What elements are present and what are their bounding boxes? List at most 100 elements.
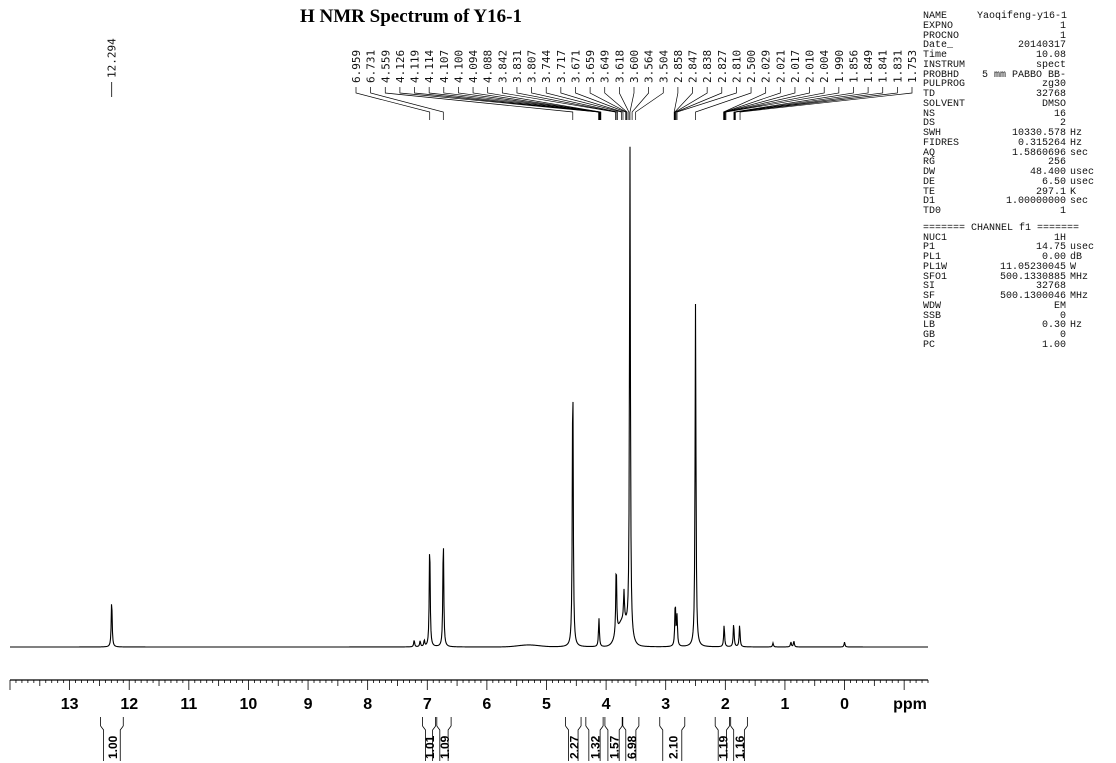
param-value: 1.5860696 [1011,147,1066,159]
peak-label-leader [675,87,708,120]
peak-label: 2.847 [687,50,700,83]
x-tick-label: 1 [780,696,789,713]
param-row: Time 10.08 [923,51,1116,61]
integral-value: 1.16 [733,735,747,759]
peak-label-leader [725,87,840,120]
peak-label-leader [458,87,601,120]
integral-bracket [565,725,582,761]
param-row: PL1 0.00 dB [923,253,1116,263]
integral-value: 2.10 [666,735,680,759]
param-value: 1.00000000 [1005,196,1066,208]
peak-label-leader [619,87,630,120]
param-key: PROBHD [923,69,960,81]
param-value: 256 [1047,157,1066,169]
channel-header: ======= CHANNEL f1 ======= [923,222,1080,234]
peak-label-leader [589,87,627,120]
param-value: 14.75 [1035,242,1066,254]
param-key: SFO1 [923,271,948,283]
param-row: PROBHD 5 mm PABBO BB- [923,69,1116,81]
peak-label: 2.021 [774,50,787,83]
x-tick-label: 12 [120,696,138,713]
param-value: 1 [1059,206,1066,217]
peak-label: 6.959 [350,50,363,83]
param-key: INSTRUM [923,59,966,71]
x-tick-label: 8 [363,696,372,713]
peak-label-leader [629,87,635,120]
x-tick-label: 5 [542,696,551,713]
parameters-channel-block: NUC1 1H P1 14.75 usec PL1 0.00 dB PL1W 11.0523004… [923,233,1116,351]
param-key: AQ [923,147,936,159]
param-unit: usec [1070,167,1095,178]
param-value: 6.50 [1041,176,1066,188]
param-value: 16 [1053,108,1066,120]
param-row: PL1W 11.05230045 W [923,262,1116,273]
param-key: EXPNO [923,20,954,32]
param-row: SFO1 500.1330885 MHz [923,271,1116,283]
param-key: NAME [923,11,948,22]
param-unit: K [1070,186,1077,198]
peak-label-leader [545,87,622,120]
param-key: WDW [923,300,942,312]
x-tick-label: 2 [721,696,730,713]
param-value: 0.315264 [1017,137,1066,149]
param-row: GB 0 [923,331,1116,341]
peak-label-leader [631,87,649,120]
peak-label-leader [723,87,781,120]
param-row: SF 500.1300046 MHz [923,292,1116,302]
param-key: DS [923,118,936,130]
param-value: 297.1 [1035,186,1066,198]
param-unit: Hz [1070,137,1083,149]
parameters-top-block: NAME Yaoqifeng-y16-1 EXPNO 1 PROCNO 1 Date_ 201… [923,12,1116,217]
integral-value: 1.01 [423,735,437,759]
integral-bracket [585,717,604,726]
peak-label: 4.119 [409,50,422,83]
peak-label-leader [384,87,574,120]
peak-label-leader [739,87,913,120]
param-row: NS 16 [923,108,1116,120]
param-key: RG [923,157,936,169]
peak-label-leader [604,87,628,120]
integral-value: 1.09 [438,735,452,759]
peak-label: 3.649 [599,50,612,83]
integral-value: 1.57 [608,735,622,759]
peak-label: 2.827 [716,50,729,83]
param-unit: usec [1070,176,1095,188]
param-value: 0 [1059,330,1066,341]
peak-label-leader [723,87,767,120]
integral-bracket [422,725,436,761]
param-value: 32768 [1035,89,1066,100]
param-unit: Hz [1070,320,1083,332]
spectrum-line [10,146,928,648]
param-value: DMSO [1041,98,1066,110]
integral-bracket [659,717,686,726]
peak-label: 3.564 [643,50,656,83]
param-key: SI [923,281,936,293]
param-unit: sec [1070,196,1089,208]
peak-label-leader [723,87,796,120]
param-value: 1 [1059,20,1066,32]
param-value: 10.08 [1035,50,1066,61]
param-row: LB 0.30 Hz [923,321,1116,331]
param-row: AQ 1.5860696 sec [923,147,1116,159]
param-row: DE 6.50 usec [923,176,1116,188]
integral-bracket [622,717,640,726]
peak-label-leader [733,87,854,120]
param-row: RG 256 [923,158,1116,168]
peak-label-leader [695,87,752,120]
param-value: 10330.578 [1011,128,1066,139]
peak-label: 2.810 [730,50,743,83]
peak-label: 1.990 [833,50,846,83]
param-key: PL1 [923,252,942,263]
integral-bracket [422,717,437,726]
param-key: FIDRES [923,137,960,149]
peak-label: 3.842 [496,50,509,83]
peak-label: 3.504 [657,50,670,83]
peak-label: 4.559 [379,50,392,83]
peak-label: 3.618 [613,50,626,83]
param-row: DW 48.400 usec [923,168,1116,178]
x-axis-unit: ppm [893,696,927,713]
peak-label-leader [487,87,602,120]
integral-bracket [730,717,748,726]
param-key: LB [923,320,936,332]
